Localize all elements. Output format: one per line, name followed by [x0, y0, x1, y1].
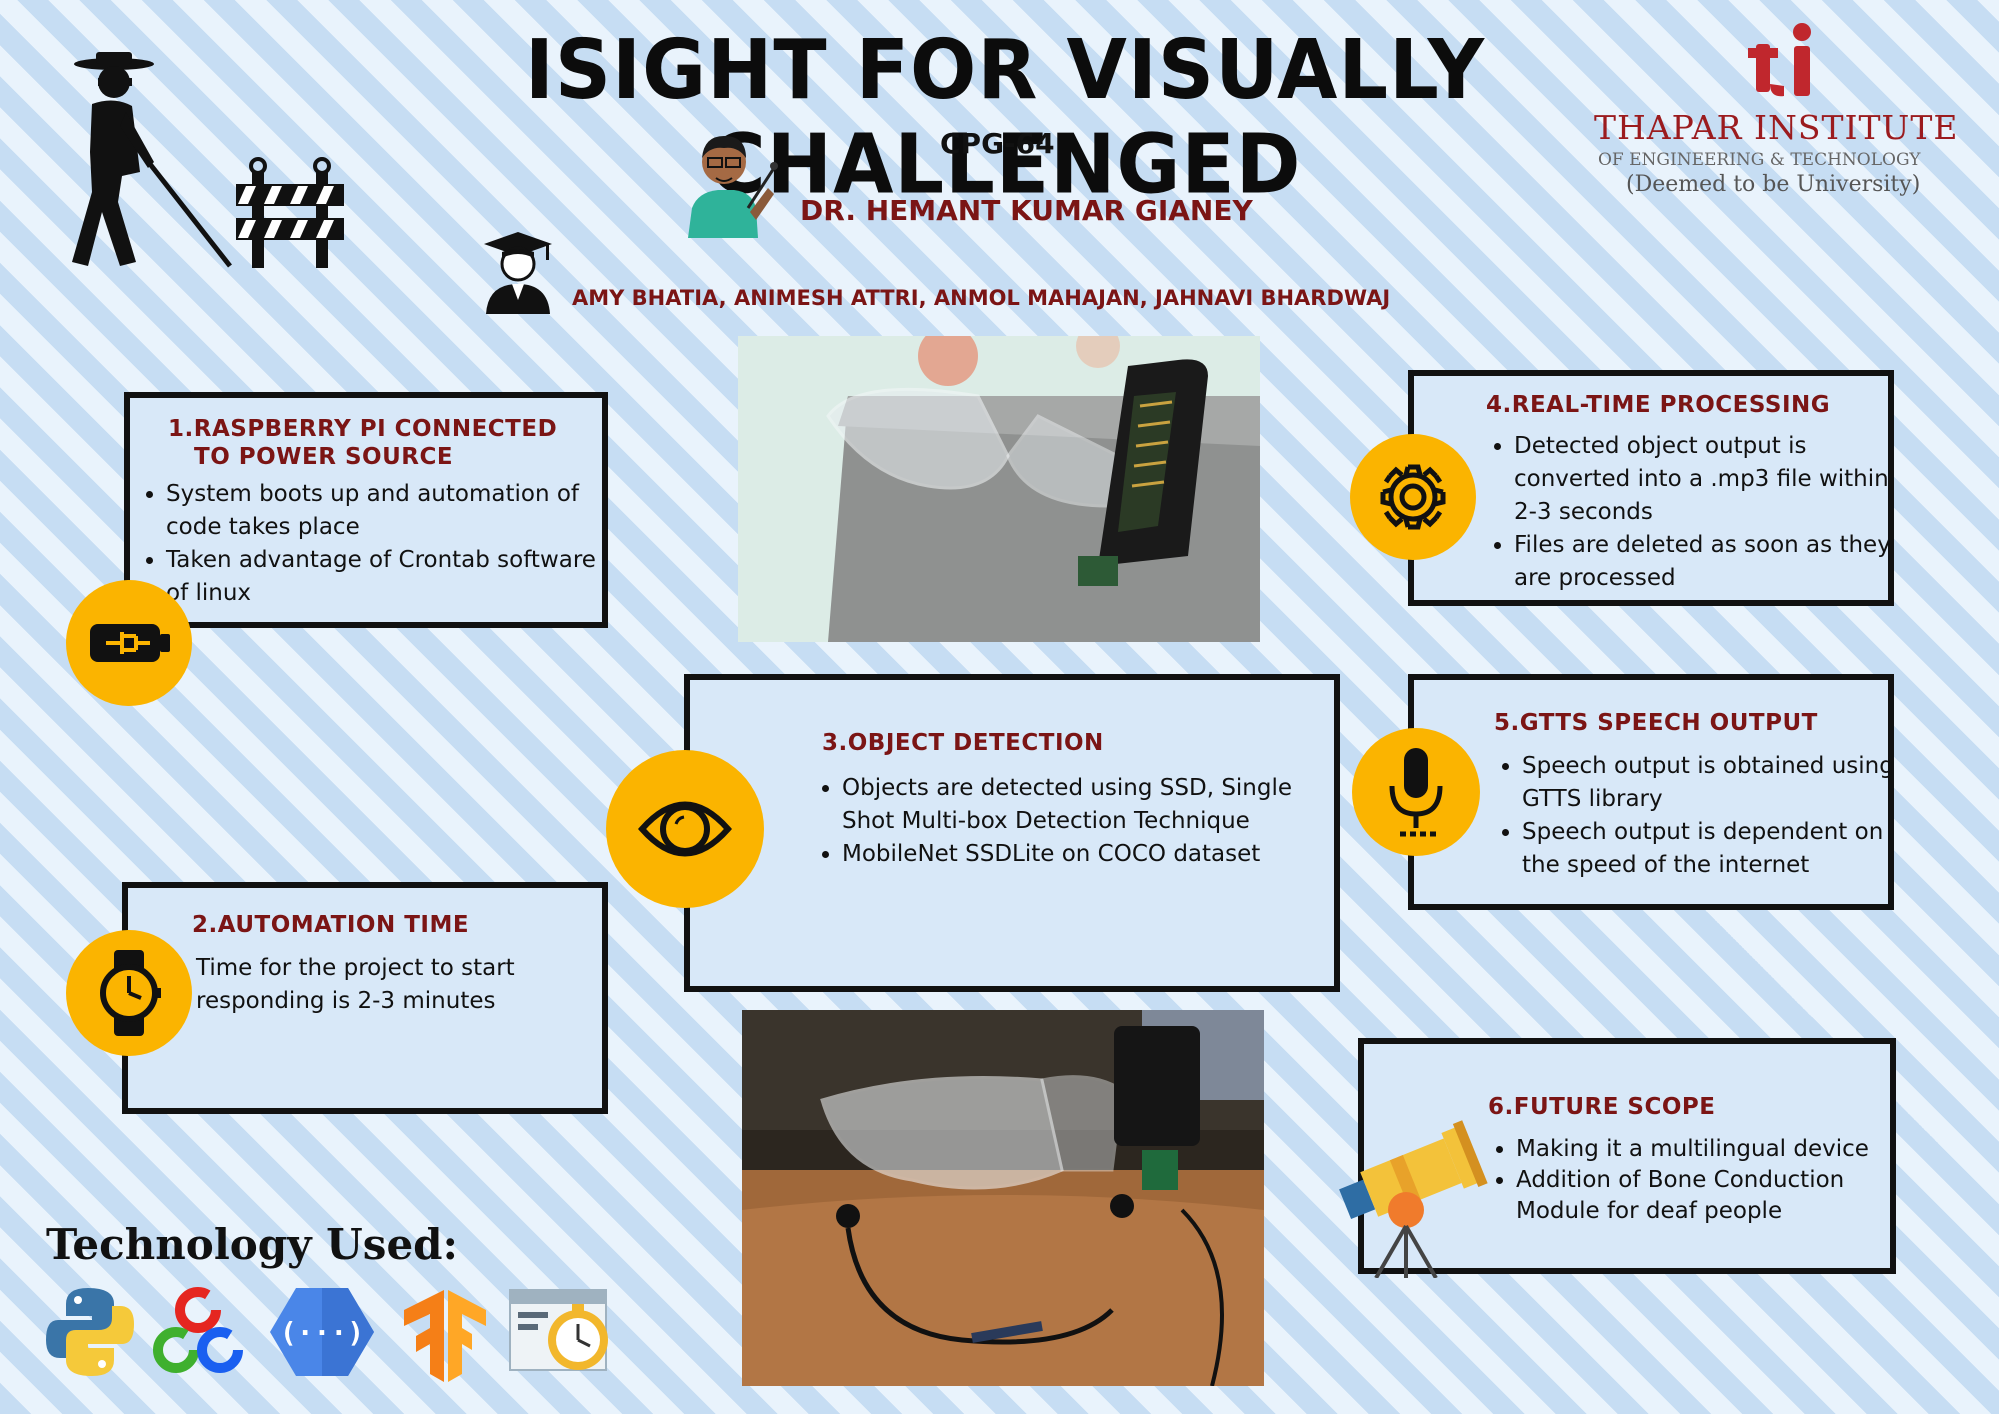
microphone-icon: [1389, 748, 1443, 837]
student-names: AMY BHATIA, ANIMESH ATTRI, ANMOL MAHAJAN…: [572, 286, 1391, 310]
tensorflow-icon: [404, 1290, 486, 1382]
telescope-icon: [1339, 1120, 1488, 1278]
watch-icon-badge: [66, 930, 192, 1056]
section-list: System boots up and automation of code t…: [138, 478, 606, 610]
section-title: 2.AUTOMATION TIME: [192, 912, 470, 938]
list-item: Time for the project to start responding…: [196, 952, 596, 1018]
opencv-icon: [153, 1287, 243, 1373]
group-id: CPG-64: [940, 127, 1055, 160]
list-item: Files are deleted as soon as they are pr…: [1514, 529, 1894, 595]
microphone-icon-badge: [1352, 728, 1480, 856]
section-object-detection: 3.OBJECT DETECTION Objects are detected …: [684, 674, 1340, 992]
section-title-line1: 1.RASPBERRY PI CONNECTED: [168, 416, 558, 442]
graduate-icon: [484, 232, 552, 314]
list-item: Addition of Bone Conduction Module for d…: [1516, 1165, 1906, 1227]
plug-icon: [90, 624, 170, 662]
section-title-line2: TO POWER SOURCE: [194, 444, 454, 470]
technology-title: Technology Used:: [46, 1220, 459, 1269]
glasses-photo-1: [738, 336, 1260, 642]
institute-name: THAPAR INSTITUTE: [1594, 108, 1959, 147]
list-item: Taken advantage of Crontab software of l…: [166, 544, 606, 610]
glasses-headphones-image: [742, 1010, 1264, 1386]
section-title: 3.OBJECT DETECTION: [822, 730, 1104, 756]
python-icon: [46, 1288, 134, 1376]
google-cloud-functions-icon: (···): [270, 1288, 374, 1376]
gear-icon: [1380, 464, 1446, 530]
section-list: Making it a multilingual device Addition…: [1488, 1134, 1906, 1227]
institute-status: (Deemed to be University): [1626, 172, 1921, 197]
eye-icon-badge: [606, 750, 764, 908]
section-list: Objects are detected using SSD, Single S…: [814, 772, 1342, 871]
list-item: Speech output is dependent on the speed …: [1522, 816, 1902, 882]
section-list: Time for the project to start responding…: [168, 952, 596, 1018]
list-item: Objects are detected using SSD, Single S…: [842, 772, 1342, 838]
section-automation-time: 2.AUTOMATION TIME Time for the project t…: [122, 882, 608, 1114]
teacher-icon: [688, 136, 778, 238]
eye-icon: [638, 801, 732, 857]
section-raspberry-pi: 1.RASPBERRY PI CONNECTED TO POWER SOURCE…: [124, 392, 608, 628]
list-item: Speech output is obtained using GTTS lib…: [1522, 750, 1902, 816]
institute-subtitle: OF ENGINEERING & TECHNOLOGY: [1598, 150, 1921, 170]
crontab-scheduler-icon: [509, 1289, 608, 1371]
power-icon-badge: [66, 580, 192, 706]
section-list: Detected object output is converted into…: [1486, 430, 1894, 595]
list-item: System boots up and automation of code t…: [166, 478, 606, 544]
section-title: 4.REAL-TIME PROCESSING: [1486, 392, 1831, 418]
barrier-icon: [236, 157, 344, 268]
list-item: Detected object output is converted into…: [1514, 430, 1894, 529]
section-real-time-processing: 4.REAL-TIME PROCESSING Detected object o…: [1408, 370, 1894, 606]
list-item: Making it a multilingual device: [1516, 1134, 1906, 1165]
thapar-logo-icon: [1748, 23, 1811, 97]
section-list: Speech output is obtained using GTTS lib…: [1494, 750, 1902, 882]
blind-person-icon: [72, 52, 232, 268]
glasses-photo-2: [742, 1010, 1264, 1386]
page-title: ISIGHT FOR VISUALLY CHALLENGED: [524, 23, 1486, 213]
svg-text:(···): (···): [280, 1316, 364, 1349]
list-item: MobileNet SSDLite on COCO dataset: [842, 838, 1342, 871]
mentor-name: DR. HEMANT KUMAR GIANEY: [800, 194, 1253, 227]
section-gtts-speech-output: 5.GTTS SPEECH OUTPUT Speech output is ob…: [1408, 674, 1894, 910]
section-title: 5.GTTS SPEECH OUTPUT: [1494, 710, 1818, 736]
gear-icon-badge: [1350, 434, 1476, 560]
glasses-device-image: [738, 336, 1260, 642]
watch-icon: [100, 950, 161, 1036]
section-title: 6.FUTURE SCOPE: [1488, 1094, 1716, 1120]
